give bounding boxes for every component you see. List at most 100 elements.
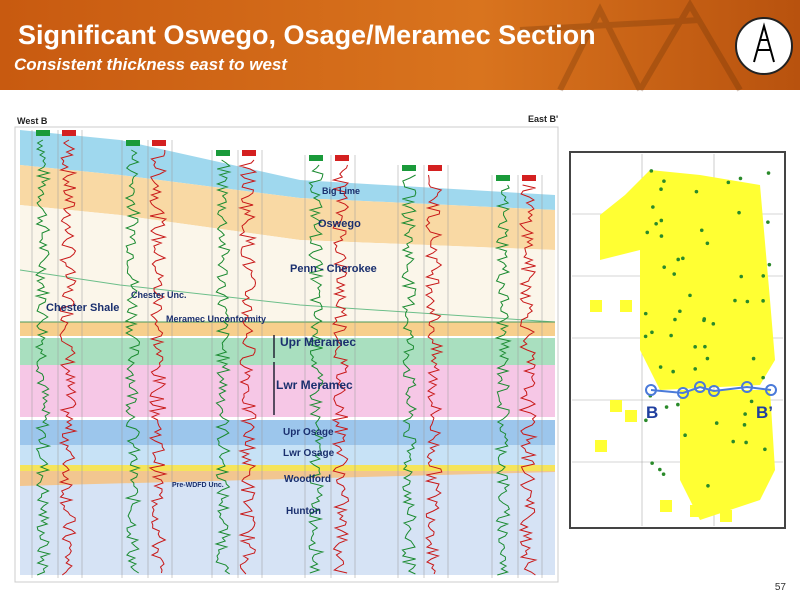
well [659, 218, 664, 223]
well [767, 262, 772, 267]
layer-label: Upr Osage [283, 427, 334, 438]
resistivity-log [58, 139, 78, 576]
well [763, 447, 767, 452]
acreage [720, 510, 732, 522]
east-label: East B' [528, 114, 558, 124]
section-well [741, 381, 753, 393]
acreage [660, 500, 672, 512]
header-decoration [519, 0, 743, 92]
gamma-log [124, 149, 142, 574]
section-well [694, 381, 706, 393]
well [744, 440, 748, 445]
well [681, 256, 685, 261]
well [678, 309, 682, 314]
layer-label: Oswego [318, 218, 361, 230]
gamma-log [400, 174, 418, 575]
well-header [335, 155, 349, 161]
acreage [590, 300, 602, 312]
well [650, 461, 654, 465]
well-header [496, 175, 510, 181]
layer [20, 322, 555, 336]
title: Significant Oswego, Osage/Meramec Sectio… [18, 20, 596, 50]
layer-label: Chester Unc. [131, 290, 187, 300]
section-well [645, 384, 657, 396]
well [661, 472, 666, 476]
well [714, 421, 719, 425]
subtitle: Consistent thickness east to west [14, 55, 288, 74]
well [761, 375, 765, 380]
section-well [708, 385, 720, 397]
well-logs [31, 130, 543, 578]
well [733, 298, 737, 303]
well [743, 412, 747, 416]
west-label: West B [17, 116, 48, 126]
map-label: B [646, 403, 658, 422]
well [739, 274, 744, 279]
well [693, 367, 698, 371]
well [658, 365, 663, 369]
layer-label: Lwr Osage [283, 448, 335, 459]
well [702, 318, 706, 323]
layer-label: Chester Shale [46, 302, 119, 314]
well [761, 274, 766, 278]
well [688, 293, 692, 298]
layer [20, 365, 555, 417]
well-header [216, 150, 230, 156]
layer-label: Hunton [286, 506, 321, 517]
well [676, 402, 680, 407]
resistivity-log [148, 150, 168, 574]
gamma-log [214, 159, 232, 575]
layer [20, 465, 555, 471]
well [669, 333, 673, 338]
acreage [610, 400, 622, 412]
resistivity-log [518, 184, 538, 576]
well [705, 356, 710, 361]
acreage [625, 410, 637, 422]
well [703, 344, 707, 349]
logo-rig [753, 22, 775, 63]
gamma-log [34, 139, 52, 576]
well [737, 210, 741, 215]
layer-label: Big Lime [322, 186, 360, 196]
well [766, 220, 770, 224]
well-header [428, 165, 442, 171]
well [673, 317, 677, 322]
section-well [765, 384, 777, 396]
acreage [620, 300, 632, 312]
unconformity [19, 269, 556, 323]
well [643, 334, 648, 339]
acreage [690, 505, 702, 517]
well [711, 322, 716, 326]
well [662, 265, 666, 269]
well [705, 241, 710, 246]
well [766, 171, 771, 175]
layer [20, 205, 555, 322]
well [651, 205, 655, 209]
well [749, 399, 754, 404]
well [643, 311, 648, 316]
well [645, 230, 650, 235]
acreage [595, 440, 607, 452]
layer-label: Lwr Meramec [276, 378, 353, 392]
layer [20, 445, 555, 465]
well [672, 272, 677, 276]
map [572, 154, 783, 526]
layer [20, 165, 555, 250]
acreage [680, 390, 775, 520]
well [699, 228, 704, 233]
well [644, 418, 648, 423]
well-header [62, 130, 76, 136]
well-header [242, 150, 256, 156]
well [706, 483, 710, 488]
layer-label: Pre-WDFD Unc. [172, 482, 224, 489]
acreage [600, 170, 775, 390]
resistivity-log [424, 174, 444, 575]
logo [735, 17, 793, 75]
well [654, 221, 658, 226]
well-header [402, 165, 416, 171]
well [659, 187, 663, 192]
layer [20, 472, 555, 575]
section-well [677, 387, 689, 399]
